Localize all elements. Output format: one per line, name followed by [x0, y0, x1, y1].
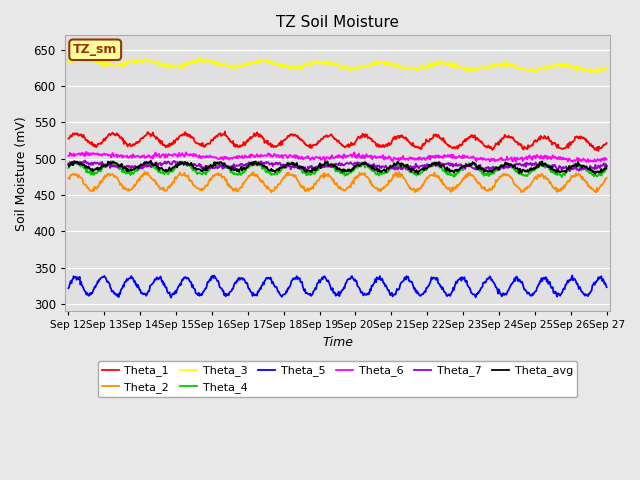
Theta_7 — [74, 159, 82, 165]
Theta_6 — [603, 156, 611, 162]
Theta_5 — [404, 275, 412, 280]
Theta_6 — [74, 151, 82, 157]
Theta_4 — [419, 167, 427, 173]
Theta_2 — [74, 175, 82, 180]
Theta_1 — [212, 133, 220, 139]
Theta_1 — [74, 132, 82, 138]
Theta_6 — [419, 156, 427, 161]
Theta_5 — [185, 276, 193, 282]
Text: TZ_sm: TZ_sm — [73, 43, 117, 56]
Theta_avg — [420, 168, 428, 173]
Theta_5 — [603, 284, 611, 290]
Theta_4 — [558, 174, 566, 180]
Theta_3 — [65, 59, 72, 64]
Theta_avg — [603, 164, 611, 169]
Line: Theta_5: Theta_5 — [68, 276, 607, 298]
Theta_avg — [147, 158, 155, 164]
Theta_6 — [83, 149, 90, 155]
Theta_7 — [131, 163, 138, 169]
Theta_4 — [212, 163, 220, 169]
Theta_5 — [130, 277, 138, 283]
Line: Theta_3: Theta_3 — [68, 57, 607, 72]
Theta_3 — [419, 66, 427, 72]
Theta_avg — [404, 162, 412, 168]
Legend: Theta_1, Theta_2, Theta_3, Theta_4, Theta_5, Theta_6, Theta_7, Theta_avg: Theta_1, Theta_2, Theta_3, Theta_4, Thet… — [98, 361, 577, 397]
Theta_1 — [595, 148, 602, 154]
Theta_5 — [419, 291, 427, 297]
Theta_7 — [420, 164, 428, 170]
Line: Theta_7: Theta_7 — [68, 160, 607, 171]
Theta_7 — [65, 161, 72, 167]
Theta_6 — [131, 153, 138, 158]
Theta_6 — [569, 159, 577, 165]
Theta_5 — [167, 295, 175, 300]
Theta_1 — [419, 141, 427, 146]
Theta_avg — [65, 162, 72, 168]
Theta_1 — [404, 136, 412, 142]
Theta_4 — [130, 171, 138, 177]
Theta_2 — [141, 169, 148, 175]
Theta_3 — [603, 65, 611, 71]
Theta_7 — [603, 162, 611, 168]
Theta_1 — [184, 133, 192, 139]
Y-axis label: Soil Moisture (mV): Soil Moisture (mV) — [15, 116, 28, 231]
Theta_avg — [74, 160, 82, 166]
Theta_3 — [533, 70, 541, 75]
Theta_6 — [185, 152, 193, 157]
Theta_5 — [214, 278, 221, 284]
Line: Theta_6: Theta_6 — [68, 152, 607, 162]
Theta_avg — [414, 171, 422, 177]
Theta_3 — [74, 54, 82, 60]
Theta_7 — [214, 166, 221, 171]
Theta_2 — [592, 190, 600, 195]
Theta_2 — [404, 181, 412, 187]
Line: Theta_4: Theta_4 — [68, 161, 607, 177]
Theta_7 — [300, 168, 308, 174]
Theta_5 — [65, 286, 72, 291]
Theta_1 — [221, 129, 228, 134]
Theta_2 — [603, 175, 611, 181]
Theta_4 — [74, 161, 82, 167]
Theta_6 — [65, 153, 72, 159]
Theta_1 — [603, 140, 611, 146]
Theta_avg — [130, 167, 138, 172]
Theta_2 — [214, 171, 221, 177]
Theta_5 — [568, 273, 576, 278]
Theta_2 — [419, 183, 427, 189]
Theta_4 — [184, 162, 192, 168]
Theta_2 — [65, 175, 72, 181]
Theta_3 — [75, 56, 83, 62]
X-axis label: Time: Time — [322, 336, 353, 349]
Theta_4 — [324, 158, 332, 164]
Theta_7 — [81, 157, 89, 163]
Line: Theta_avg: Theta_avg — [68, 161, 607, 174]
Theta_4 — [65, 165, 72, 171]
Theta_3 — [185, 59, 193, 65]
Theta_1 — [130, 142, 138, 147]
Theta_avg — [214, 159, 221, 165]
Theta_7 — [404, 167, 412, 173]
Title: TZ Soil Moisture: TZ Soil Moisture — [276, 15, 399, 30]
Theta_7 — [185, 161, 193, 167]
Line: Theta_1: Theta_1 — [68, 132, 607, 151]
Theta_avg — [185, 162, 193, 168]
Theta_6 — [404, 156, 412, 162]
Theta_4 — [603, 166, 611, 172]
Theta_2 — [130, 185, 138, 191]
Theta_2 — [185, 177, 193, 182]
Theta_6 — [214, 156, 221, 161]
Theta_5 — [74, 276, 82, 282]
Theta_1 — [65, 136, 72, 142]
Theta_4 — [404, 167, 412, 172]
Theta_3 — [404, 66, 412, 72]
Line: Theta_2: Theta_2 — [68, 172, 607, 192]
Theta_3 — [131, 59, 138, 65]
Theta_3 — [214, 62, 221, 68]
